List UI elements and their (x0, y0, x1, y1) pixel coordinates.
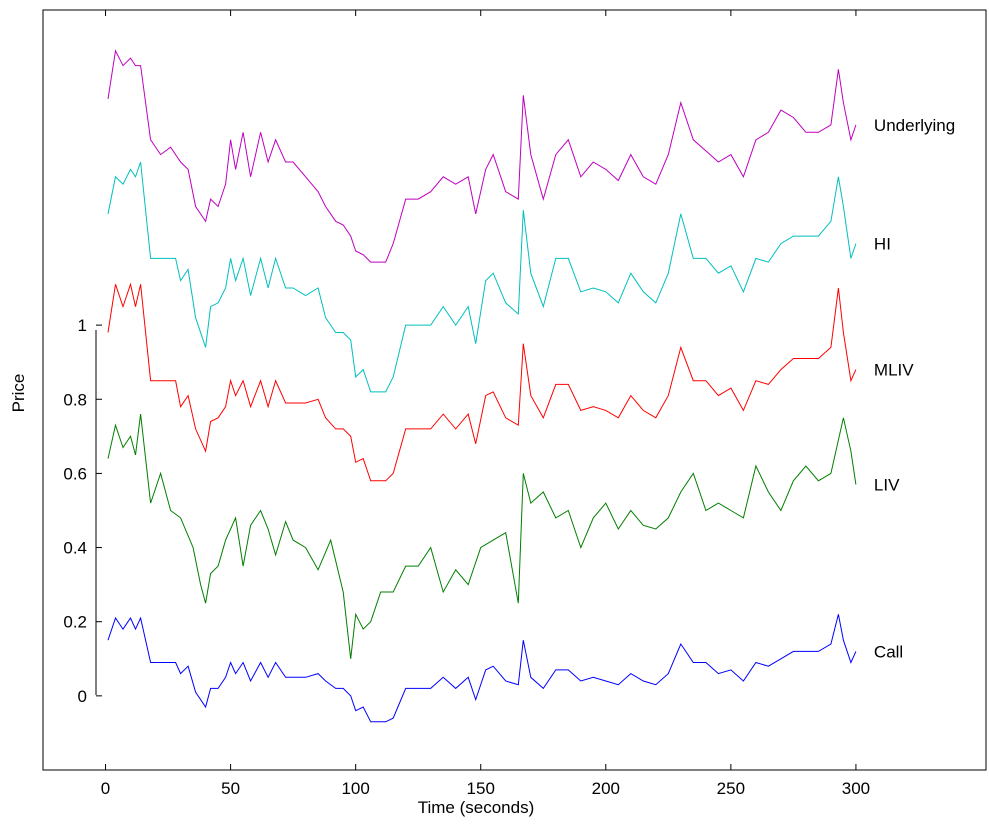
series-lines (107, 49, 857, 723)
series-line-hi (107, 161, 857, 393)
x-axis-title: Time (seconds) (418, 798, 535, 817)
series-label-mliv: MLIV (874, 361, 914, 380)
series-labels: Call LIV MLIV HI Underlying (874, 116, 955, 661)
series-line-underlying (107, 49, 857, 263)
series-label-call: Call (874, 642, 903, 661)
series-label-underlying: Underlying (874, 116, 955, 135)
x-tick-label: 250 (717, 779, 745, 798)
y-tick-label: 1 (78, 316, 87, 335)
y-axis-title: Price (9, 374, 28, 413)
series-label-hi: HI (874, 235, 891, 254)
y-tick-label: 0.4 (63, 539, 87, 558)
y-tick-label: 0 (78, 687, 87, 706)
x-tick-label: 150 (467, 779, 495, 798)
y-tick-label: 0.2 (63, 613, 87, 632)
series-label-liv: LIV (874, 476, 900, 495)
series-line-liv (107, 414, 857, 659)
y-axis-ticks: 0 0.2 0.4 0.6 0.8 1 (63, 316, 102, 706)
series-line-mliv (107, 282, 857, 482)
y-tick-label: 0.8 (63, 390, 87, 409)
y-tick-label: 0.6 (63, 464, 87, 483)
plot-frame (42, 9, 987, 771)
x-tick-label: 200 (592, 779, 620, 798)
x-axis-ticks: 0 50 100 150 200 250 300 (101, 10, 870, 798)
x-tick-label: 100 (341, 779, 369, 798)
series-line-call (107, 614, 857, 723)
x-tick-label: 0 (101, 779, 110, 798)
x-tick-label: 300 (842, 779, 870, 798)
x-tick-label: 50 (221, 779, 240, 798)
